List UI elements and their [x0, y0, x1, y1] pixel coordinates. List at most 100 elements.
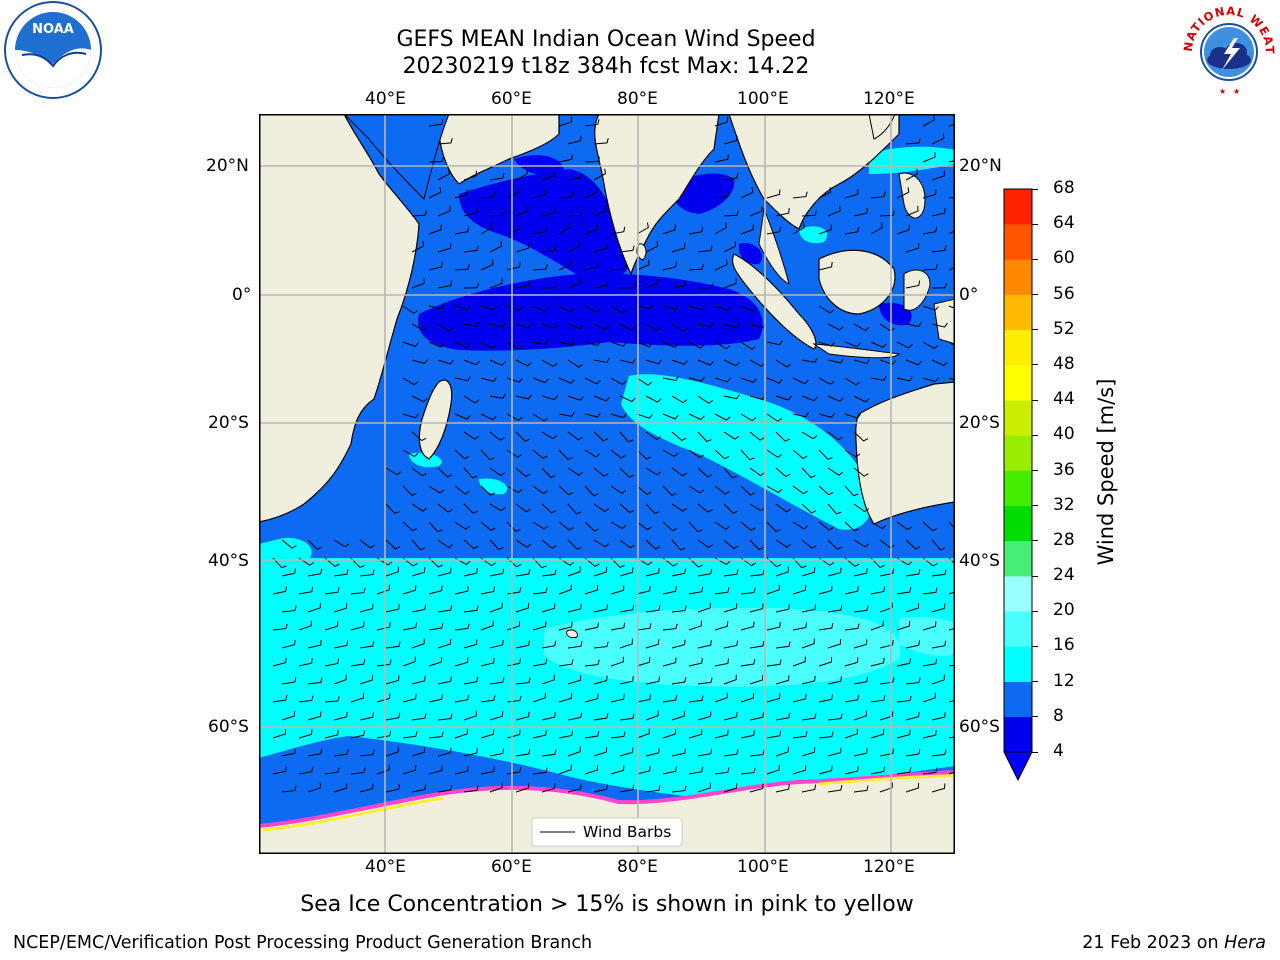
- wind-barb: [584, 622, 599, 631]
- wind-barb: [931, 208, 946, 217]
- wind-speed-map: Wind Barbs: [259, 114, 955, 854]
- wind-barb: [541, 282, 558, 289]
- wind-barb: [714, 767, 730, 775]
- wind-barb: [463, 676, 479, 685]
- colorbar-tick-label: 8: [1053, 705, 1064, 726]
- wind-barb: [688, 557, 704, 568]
- wind-barb: [489, 639, 504, 649]
- wind-barb: [896, 187, 910, 199]
- wind-barb: [402, 521, 418, 532]
- wind-barb: [723, 640, 739, 649]
- wind-barb: [714, 191, 730, 199]
- wind-barb: [922, 521, 938, 532]
- wind-barb: [896, 766, 912, 775]
- wind-barb: [489, 210, 505, 217]
- wind-barb: [931, 282, 948, 289]
- wind-barb: [428, 261, 443, 271]
- wind-barb: [532, 264, 548, 271]
- wind-barb: [723, 467, 738, 479]
- wind-barb: [740, 413, 757, 422]
- wind-barb: [879, 210, 895, 217]
- wind-barb: [307, 568, 323, 577]
- wind-barb: [402, 731, 418, 739]
- wind-barb: [359, 603, 374, 613]
- wind-barb: [931, 712, 946, 721]
- wind-barb: [662, 413, 679, 420]
- wind-barb: [792, 521, 809, 530]
- wind-barb: [844, 485, 859, 497]
- wind-barb: [567, 539, 583, 550]
- wind-barb: [671, 539, 686, 551]
- wind-barb: [948, 664, 954, 667]
- wind-barb: [515, 568, 531, 577]
- wind-barb: [411, 784, 427, 793]
- wind-barb: [428, 557, 444, 568]
- wind-barb: [801, 467, 816, 479]
- wind-barb: [506, 305, 523, 312]
- wind-barb: [723, 503, 739, 514]
- wind-barb: [645, 241, 659, 253]
- lat-tick-left-20n: 20°N: [206, 156, 249, 176]
- wind-barb: [922, 587, 938, 595]
- wind-barb: [402, 656, 416, 667]
- wind-barb: [385, 467, 402, 476]
- wind-barb: [827, 784, 843, 793]
- wind-barb: [896, 620, 911, 631]
- colorbar-tick-mark: [1032, 751, 1038, 753]
- wind-barb: [480, 729, 495, 739]
- wind-barb: [463, 710, 477, 721]
- wind-barb: [411, 638, 425, 649]
- wind-barb: [697, 748, 713, 757]
- wind-barb: [714, 154, 729, 163]
- wind-barb: [480, 521, 496, 532]
- wind-barb: [463, 605, 479, 613]
- wind-barb: [272, 766, 287, 775]
- wind-barb: [922, 152, 936, 163]
- wind-barb: [506, 377, 523, 383]
- wind-barb: [870, 191, 886, 199]
- wind-barb: [298, 729, 313, 739]
- lat-tick-right-60s: 60°S: [959, 717, 1000, 737]
- wind-barb: [870, 695, 886, 703]
- colorbar-tick-label: 36: [1053, 459, 1075, 480]
- wind-barb: [532, 377, 549, 384]
- wind-barb: [723, 783, 738, 793]
- wind-barb: [853, 395, 870, 403]
- wind-barb: [879, 748, 895, 757]
- wind-barb: [879, 359, 896, 365]
- wind-barb: [454, 264, 470, 271]
- wind-barb: [870, 657, 885, 667]
- wind-barb: [437, 280, 453, 289]
- wind-barb: [879, 639, 894, 649]
- wind-barbs-layer: [272, 115, 954, 793]
- wind-barb: [662, 623, 678, 631]
- wind-barb: [870, 586, 886, 595]
- wind-barb: [567, 278, 581, 289]
- wind-barb: [662, 521, 678, 532]
- colorbar-segment: [1004, 611, 1032, 647]
- wind-barb: [333, 783, 348, 793]
- wind-barb: [411, 210, 427, 217]
- lon-tick-bottom-80e: 80°E: [617, 857, 658, 877]
- wind-barb: [827, 747, 842, 757]
- wind-barb: [853, 503, 870, 513]
- wind-barb: [515, 359, 532, 367]
- wind-barb: [558, 621, 573, 631]
- wind-barb: [662, 224, 676, 235]
- wind-barb: [437, 168, 450, 181]
- wind-barb: [844, 189, 859, 199]
- wind-barb: [645, 539, 661, 550]
- wind-barb: [610, 305, 627, 314]
- wind-barb: [948, 771, 954, 775]
- wind-barb: [948, 557, 954, 564]
- wind-barb: [515, 677, 531, 685]
- lon-tick-bottom-120e: 120°E: [863, 857, 915, 877]
- wind-barb: [636, 694, 652, 703]
- colorbar-tick-mark: [1032, 540, 1038, 542]
- wind-barb: [688, 305, 705, 311]
- wind-barb: [766, 693, 781, 703]
- wind-barb: [619, 323, 636, 331]
- wind-barb: [558, 521, 574, 531]
- colorbar-tick-mark: [1032, 434, 1038, 436]
- wind-barb: [844, 449, 861, 458]
